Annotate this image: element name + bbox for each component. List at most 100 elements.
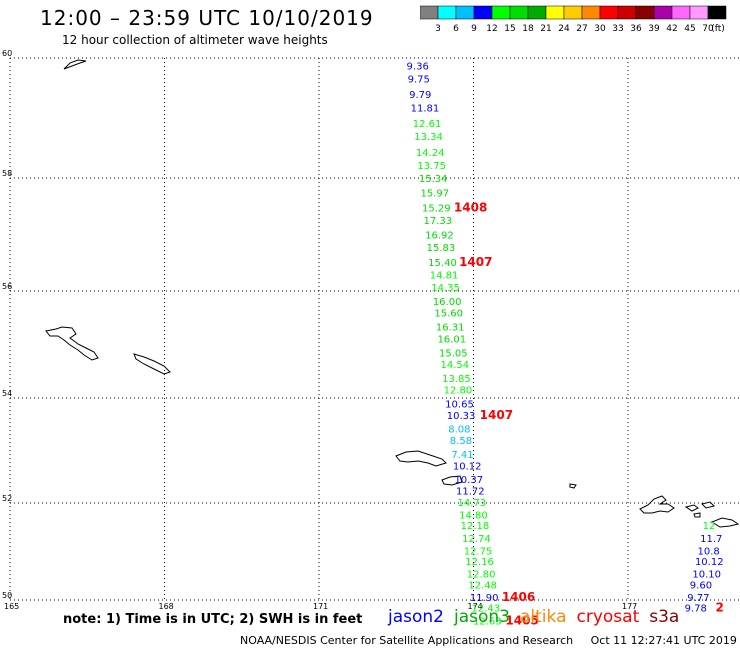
swh-colorbar: 3 6 9 12 15 18 21 24 27 30 33 36 39 42 45 70(ft) xyxy=(420,5,727,34)
coastline-rat-islands-kiska xyxy=(639,495,675,514)
longitude-tick-label: 174 xyxy=(468,602,483,611)
swh-value: 10.8 xyxy=(698,546,720,557)
swh-value: 15.34 xyxy=(419,174,448,185)
colorbar-tick-label: 6 xyxy=(453,24,459,34)
swh-value: 16.00 xyxy=(433,297,462,308)
colorbar-tick-label: 70 xyxy=(702,24,714,34)
swh-value: 15.83 xyxy=(427,243,456,254)
swh-value: 15.60 xyxy=(434,309,463,320)
latitude-tick-label: 52 xyxy=(2,494,12,503)
swh-value: 13.34 xyxy=(414,132,443,143)
swh-value: 14.35 xyxy=(431,283,460,294)
swh-value: 10.65 xyxy=(445,399,474,410)
swh-value: 14.81 xyxy=(430,271,459,282)
colorbar-tick-label: 21 xyxy=(540,24,551,34)
swh-value: 12.80 xyxy=(467,570,496,581)
coastline-near-islands-attu xyxy=(395,450,447,467)
coastline-rat-islands-hawadax xyxy=(693,512,701,518)
colorbar-tick-label: 39 xyxy=(648,24,660,34)
colorbar-tick-label: 36 xyxy=(630,24,642,34)
swh-value: 9.36 xyxy=(407,61,429,72)
colorbar-tick-label: 12 xyxy=(486,24,497,34)
pass-time-label: 1406 xyxy=(502,590,535,604)
swh-value: 9.79 xyxy=(409,90,431,101)
swh-value: 12.16 xyxy=(465,557,494,568)
latitude-tick-label: 60 xyxy=(2,49,12,58)
longitude-tick-label: 165 xyxy=(4,602,19,611)
swh-value: 15.97 xyxy=(420,189,449,200)
colorbar-tick-label: 27 xyxy=(576,24,587,34)
swh-value: 13.85 xyxy=(442,374,471,385)
swh-value: 12.75 xyxy=(464,546,493,557)
longitude-tick-label: 171 xyxy=(313,602,328,611)
longitude-tick-label: 177 xyxy=(622,602,637,611)
latitude-tick-label: 50 xyxy=(2,591,12,600)
swh-value: 14.73 xyxy=(458,498,487,509)
satellite-legend: jason2 jason3 altika cryosat s3a xyxy=(388,607,689,627)
swh-value: 12.63 xyxy=(473,616,502,627)
swh-value: 14.54 xyxy=(441,360,470,371)
longitude-tick-label: 168 xyxy=(159,602,174,611)
colorbar-tick-label: 24 xyxy=(558,24,570,34)
latitude-tick-label: 56 xyxy=(2,282,12,291)
credit-text: NOAA/NESDIS Center for Satellite Applica… xyxy=(240,634,574,647)
coastline-kamchatka-north xyxy=(63,59,87,70)
coastline-rat-islands-little xyxy=(684,504,699,512)
swh-value: 10.12 xyxy=(695,557,724,568)
swh-value: 12.18 xyxy=(461,521,490,532)
swh-value: 8.08 xyxy=(448,425,470,436)
map-footer: NOAA/NESDIS Center for Satellite Applica… xyxy=(240,634,740,647)
page-subtitle: 12 hour collection of altimeter wave hei… xyxy=(62,33,328,47)
swh-value: 8.58 xyxy=(450,436,472,447)
coastline-rat-islands-amchitka xyxy=(710,517,740,528)
coastline-rat-islands-segula xyxy=(701,501,715,509)
generated-timestamp: Oct 11 12:27:41 UTC 2019 xyxy=(590,634,737,647)
page-title: 12:00 – 23:59 UTC 10/10/2019 xyxy=(40,6,374,30)
swh-value: 12.61 xyxy=(413,119,442,130)
swh-value: 15.05 xyxy=(439,348,468,359)
map-note: note: 1) Time is in UTC; 2) SWH is in fe… xyxy=(63,612,363,627)
swh-value: 13.75 xyxy=(417,161,446,172)
colorbar-tick-label: 45 xyxy=(684,24,695,34)
latitude-tick-label: 58 xyxy=(2,169,12,178)
swh-value: 12.80 xyxy=(444,386,473,397)
colorbar-tick-label: 33 xyxy=(612,24,623,34)
latitude-tick-label: 54 xyxy=(2,389,12,398)
coastlines xyxy=(45,59,740,528)
colorbar-tick-label: 3 xyxy=(435,24,441,34)
coastline-near-islands-agattu xyxy=(441,475,463,486)
legend-entry-cryosat: cryosat xyxy=(576,607,640,627)
altimeter-track: 9.36 9.75 9.79 11.81 12.61 13.34 14.24 13.75 15.… xyxy=(407,61,502,627)
swh-value: 17.33 xyxy=(424,216,453,227)
swh-value: 12.48 xyxy=(468,580,497,591)
colorbar-tick-label: 18 xyxy=(522,24,534,34)
swh-value: 11.7 xyxy=(700,534,722,545)
swh-value: 12.43 xyxy=(471,604,500,615)
pass-time-label: 1405 xyxy=(505,613,538,627)
swh-value: 10.37 xyxy=(454,475,483,486)
pass-time-label: 2 xyxy=(716,601,724,615)
swh-value: 9.60 xyxy=(690,580,712,591)
legend-entry-jason2: jason2 xyxy=(388,607,444,627)
swh-value: 16.31 xyxy=(436,323,465,334)
colorbar-unit: (ft) xyxy=(711,24,725,34)
colorbar-tick-label: 42 xyxy=(666,24,677,34)
coastline-commander-islands-bering xyxy=(45,326,99,361)
pass-time-label: 1407 xyxy=(480,408,513,422)
swh-value: 11.81 xyxy=(411,103,440,114)
swh-value: 16.92 xyxy=(425,230,454,241)
swh-value: 11.72 xyxy=(456,487,485,498)
swh-value: 14.80 xyxy=(459,511,488,522)
colorbar-tick-label: 30 xyxy=(594,24,606,34)
swh-value: 10.12 xyxy=(453,461,482,472)
pass-time-label: 1408 xyxy=(454,200,487,214)
swh-value: 15.29 xyxy=(422,203,451,214)
swh-value: 16.01 xyxy=(437,334,466,345)
pass-time-markers: 1408 1407 1407 1406 1405 2 xyxy=(454,200,724,627)
pass-time-label: 1407 xyxy=(459,255,492,269)
swh-value: 9.75 xyxy=(408,75,430,86)
swh-value: 14.24 xyxy=(416,148,445,159)
swh-value: 7.41 xyxy=(451,450,473,461)
swh-value: 12.74 xyxy=(462,534,491,545)
